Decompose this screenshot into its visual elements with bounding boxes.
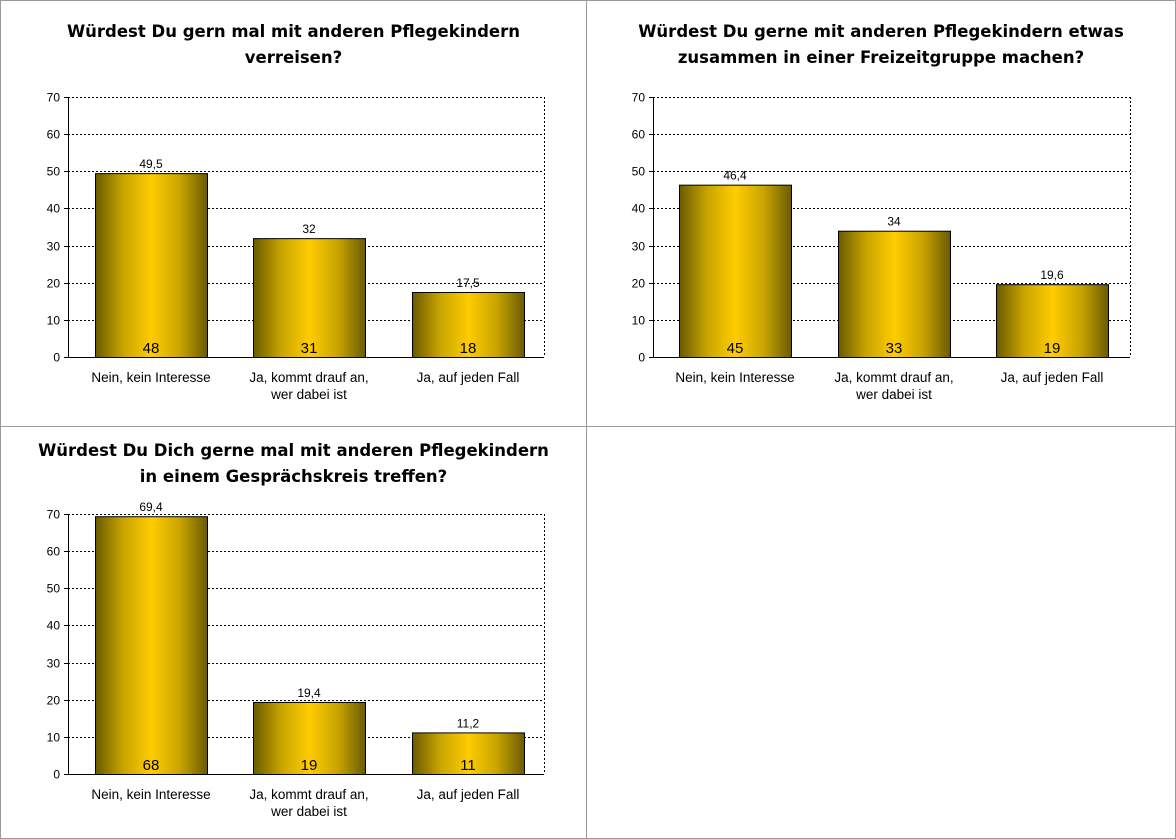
count-label: 33 [886,340,903,357]
border-middle-vertical [586,0,587,839]
x-category-label: Ja, auf jeden Fall [417,787,520,802]
data-label: 19,4 [297,686,321,700]
bar-chart: 0 10 20 30 40 50 60 70 49,5 48 32 31 17,5 18 Nein, kei… [47,91,545,402]
y-tick-label: 20 [47,694,61,708]
y-tick-label: 60 [47,128,61,142]
x-category-label: Ja, kommt drauf an, wer dabei ist [834,370,953,402]
y-tick-label: 40 [47,202,61,216]
y-tick-label: 0 [638,351,645,365]
y-tick-label: 50 [47,165,61,179]
y-tick-label: 50 [47,582,61,596]
data-label: 19,6 [1040,268,1064,282]
y-tick-label: 60 [47,545,61,559]
count-label: 68 [143,757,160,774]
data-label: 46,4 [723,169,747,183]
x-category-label: Nein, kein Interesse [91,787,210,802]
chart-panel-3: Würdest Du Dich gerne mal mit anderen Pf… [1,427,586,838]
y-tick-label: 30 [47,657,61,671]
x-category-label: Nein, kein Interesse [675,370,794,385]
y-tick-label: 0 [53,351,60,365]
data-label: 32 [302,222,316,236]
y-tick-label: 70 [47,508,61,522]
bar [679,184,792,358]
y-tick-label: 0 [53,768,60,782]
border-middle-horizontal [0,426,1176,427]
y-tick-label: 30 [632,240,646,254]
y-tick-label: 40 [47,619,61,633]
count-label: 48 [143,340,160,357]
x-category-label: Ja, auf jeden Fall [417,370,520,385]
y-tick-label: 30 [47,240,61,254]
y-tick-label: 10 [632,314,646,328]
data-label: 69,4 [139,500,163,514]
y-tick-label: 10 [47,731,61,745]
bar [412,292,525,358]
bar [996,284,1109,359]
y-tick-label: 70 [632,91,646,105]
data-label: 17,5 [456,276,480,290]
data-label: 49,5 [139,157,163,171]
bar [253,701,366,776]
data-label: 34 [887,215,901,229]
y-tick-label: 20 [632,277,646,291]
count-label: 31 [301,340,318,357]
count-label: 45 [727,340,744,357]
chart-title: Würdest Du Dich gerne mal mit anderen Pf… [38,441,549,486]
data-label: 11,2 [457,716,480,730]
count-label: 19 [301,757,318,774]
y-tick-label: 60 [632,128,646,142]
y-tick-label: 70 [47,91,61,105]
x-category-label: Ja, auf jeden Fall [1001,370,1104,385]
y-tick-label: 10 [47,314,61,328]
chart-panel-1: Würdest Du gern mal mit anderen Pflegeki… [1,1,586,426]
x-category-label: Nein, kein Interesse [91,370,210,385]
bar [95,516,208,775]
bar [95,173,208,358]
border-left [0,0,1,839]
count-label: 19 [1044,340,1061,357]
chart-panel-2: Würdest Du gerne mit anderen Pflegekinde… [587,1,1175,426]
y-tick-label: 40 [632,202,646,216]
bar [838,230,951,358]
bar [412,732,525,775]
x-category-label: Ja, kommt drauf an, wer dabei ist [249,787,368,819]
bar-chart: 0 10 20 30 40 50 60 70 69,4 68 19,4 19 11,2 11 Nein, k… [47,500,545,819]
y-tick-label: 50 [632,165,646,179]
bar-chart: 0 10 20 30 40 50 60 70 46,4 45 34 33 19,6 19 Nein, kei… [632,91,1131,402]
border-top [0,0,1176,1]
x-category-label: Ja, kommt drauf an, wer dabei ist [249,370,368,402]
y-tick-label: 20 [47,277,61,291]
chart-title: Würdest Du gerne mit anderen Pflegekinde… [638,22,1124,67]
count-label: 18 [460,340,477,357]
chart-title: Würdest Du gern mal mit anderen Pflegeki… [66,22,521,67]
count-label: 11 [460,757,476,774]
